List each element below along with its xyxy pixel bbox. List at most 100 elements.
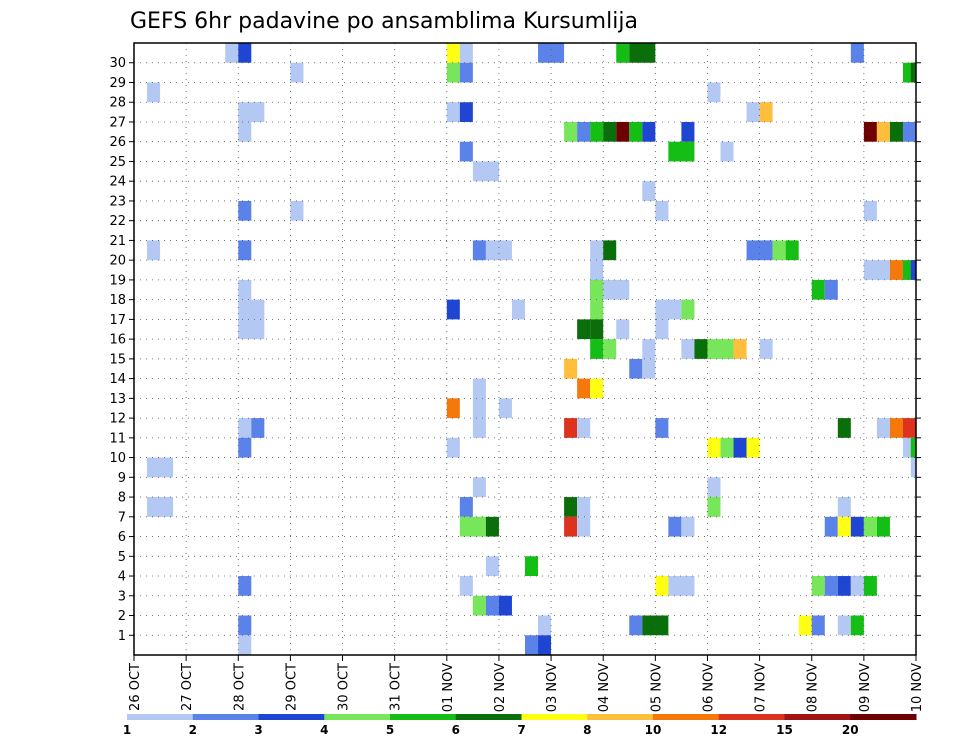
heatmap-cell (459, 141, 473, 162)
heatmap-cell (498, 398, 512, 419)
heatmap-cell (564, 516, 578, 537)
heatmap-cell (707, 497, 721, 517)
heatmap-cell (251, 418, 265, 438)
heatmap-cell (655, 576, 669, 596)
y-tick-label: 16 (109, 333, 126, 348)
heatmap-cell (642, 358, 656, 379)
heatmap-cell (811, 576, 825, 596)
heatmap-cell (681, 339, 695, 359)
heatmap-cell (629, 43, 656, 63)
heatmap-cell (889, 418, 903, 438)
heatmap-cell (910, 62, 916, 83)
heatmap-cell (655, 418, 669, 438)
heatmap-cell (147, 82, 161, 103)
heatmap-cell (902, 418, 916, 438)
heatmap-cell (290, 200, 304, 221)
heatmap-cell (459, 516, 486, 537)
heatmap-cell (863, 121, 877, 142)
heatmap-cell (668, 576, 695, 596)
heatmap-cell (238, 102, 265, 122)
heatmap-cell (616, 319, 630, 340)
heatmap-cell (746, 102, 760, 122)
heatmap-cell (577, 497, 591, 517)
heatmap-cell (681, 516, 695, 537)
x-tick-label: 02 NOV (493, 663, 508, 712)
heatmap-cell (238, 121, 252, 142)
colorbar-swatch (192, 714, 259, 720)
colorbar-swatch (850, 714, 917, 720)
heatmap-cell (238, 43, 252, 63)
heatmap-cell (811, 615, 825, 636)
heatmap-cell (837, 418, 851, 438)
heatmap-cell (824, 279, 838, 300)
heatmap-cell (837, 615, 851, 636)
y-tick-label: 14 (109, 372, 126, 387)
heatmap-cell (485, 516, 499, 537)
heatmap-cell (850, 576, 864, 596)
heatmap-cell (472, 398, 486, 419)
colorbar-swatch (390, 714, 457, 720)
heatmap-cell (525, 635, 539, 655)
heatmap-cell (707, 82, 721, 103)
heatmap-cell (472, 418, 486, 438)
heatmap-cell (446, 437, 460, 458)
y-tick-label: 2 (118, 609, 126, 624)
heatmap-cell (446, 299, 460, 320)
heatmap-cell (902, 121, 916, 142)
heatmap-cell (863, 200, 877, 221)
heatmap-cell (876, 418, 890, 438)
y-tick-label: 26 (109, 135, 126, 150)
y-tick-label: 23 (109, 194, 126, 209)
y-tick-label: 12 (109, 412, 126, 427)
colorbar-label: 6 (452, 723, 460, 737)
x-tick-label: 06 NOV (701, 663, 716, 712)
heatmap-cell (798, 615, 812, 636)
heatmap-cell (603, 240, 617, 261)
heatmap-cell (485, 240, 512, 261)
y-tick-label: 1 (118, 629, 126, 644)
heatmap-cells (147, 43, 916, 655)
heatmap-cell (824, 516, 838, 537)
heatmap-cell (681, 121, 695, 142)
heatmap-cell (863, 576, 877, 596)
heatmap-cell (655, 299, 682, 320)
heatmap-cell (564, 497, 578, 517)
heatmap-cell (733, 339, 747, 359)
heatmap-cell (238, 615, 252, 636)
y-tick-label: 25 (109, 155, 126, 170)
heatmap-cell (238, 299, 265, 320)
y-tick-label: 10 (109, 451, 126, 466)
x-tick-label: 30 OCT (337, 663, 352, 711)
y-axis-ticks: 1234567891011121314151617181920212223242… (109, 56, 921, 644)
colorbar-label: 3 (254, 723, 262, 737)
y-tick-label: 29 (109, 76, 126, 91)
heatmap-cell (629, 615, 643, 636)
heatmap-cell (889, 260, 903, 280)
colorbar-swatch (653, 714, 720, 720)
x-tick-label: 04 NOV (597, 663, 612, 712)
colorbar-label: 8 (583, 723, 591, 737)
heatmap-cell (850, 43, 864, 63)
heatmap-cell (910, 260, 916, 280)
heatmap-cell (668, 516, 682, 537)
heatmap-cell (616, 121, 630, 142)
heatmap-cell (538, 615, 552, 636)
colorbar-swatch (258, 714, 325, 720)
heatmap-cell (668, 141, 695, 162)
heatmap-cell (238, 418, 252, 438)
y-tick-label: 11 (109, 431, 126, 446)
heatmap-cell (459, 102, 473, 122)
y-tick-label: 24 (109, 175, 126, 190)
heatmap-cell (538, 43, 565, 63)
heatmap-cell (459, 43, 473, 63)
heatmap-cell (746, 240, 773, 261)
x-tick-label: 29 OCT (284, 663, 299, 711)
colorbar-label: 10 (645, 723, 662, 737)
colorbar-label: 1 (123, 723, 131, 737)
heatmap-cell (642, 339, 656, 359)
heatmap-cell (459, 62, 473, 83)
heatmap-cell (876, 516, 890, 537)
heatmap-cell (629, 358, 643, 379)
heatmap-cell (863, 260, 890, 280)
